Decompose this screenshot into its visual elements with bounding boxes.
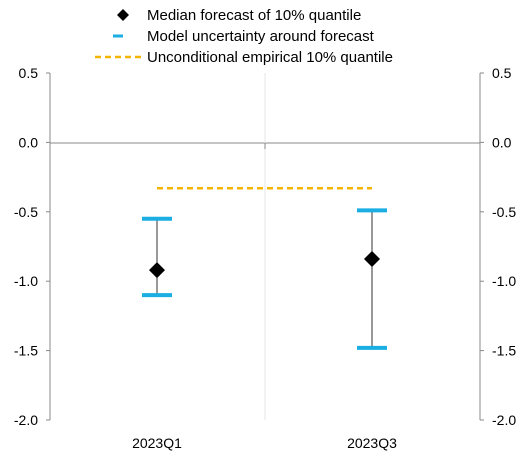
- right-y-tick-label: 0.0: [492, 134, 512, 150]
- right-y-tick-label: -0.5: [492, 204, 516, 220]
- right-y-tick-label: -1.5: [492, 343, 516, 359]
- left-y-ticks: 0.5 0.0 -0.5 -1.0 -1.5 -2.0: [14, 65, 50, 428]
- right-y-tick-label: 0.5: [492, 65, 512, 81]
- legend-label-empirical: Unconditional empirical 10% quantile: [147, 49, 393, 66]
- legend-item-uncertainty: Model uncertainty around forecast: [113, 28, 375, 45]
- left-y-tick-label: -1.0: [14, 273, 38, 289]
- right-y-ticks: 0.5 0.0 -0.5 -1.0 -1.5 -2.0: [480, 65, 516, 428]
- axes: [49, 73, 481, 420]
- median-forecast-marker: [149, 262, 165, 279]
- legend-item-median: Median forecast of 10% quantile: [117, 7, 361, 24]
- legend-label-median: Median forecast of 10% quantile: [147, 7, 361, 24]
- series-layer: [142, 208, 387, 350]
- diamond-marker-icon: [117, 9, 129, 21]
- right-y-tick-label: -1.0: [492, 273, 516, 289]
- left-y-tick-label: -1.5: [14, 343, 38, 359]
- legend-item-empirical: Unconditional empirical 10% quantile: [95, 49, 393, 66]
- left-y-tick-label: -0.5: [14, 204, 38, 220]
- x-tick-label: 2023Q1: [132, 435, 182, 451]
- legend-label-uncertainty: Model uncertainty around forecast: [147, 28, 375, 45]
- legend: Median forecast of 10% quantile Model un…: [95, 7, 393, 66]
- median-forecast-marker: [364, 250, 380, 267]
- right-y-tick-label: -2.0: [492, 412, 516, 428]
- x-tick-labels: 2023Q1 2023Q3: [132, 435, 397, 451]
- left-y-tick-label: -2.0: [14, 412, 38, 428]
- x-tick-label: 2023Q3: [347, 435, 397, 451]
- left-y-tick-label: 0.5: [19, 65, 39, 81]
- left-y-tick-label: 0.0: [19, 134, 39, 150]
